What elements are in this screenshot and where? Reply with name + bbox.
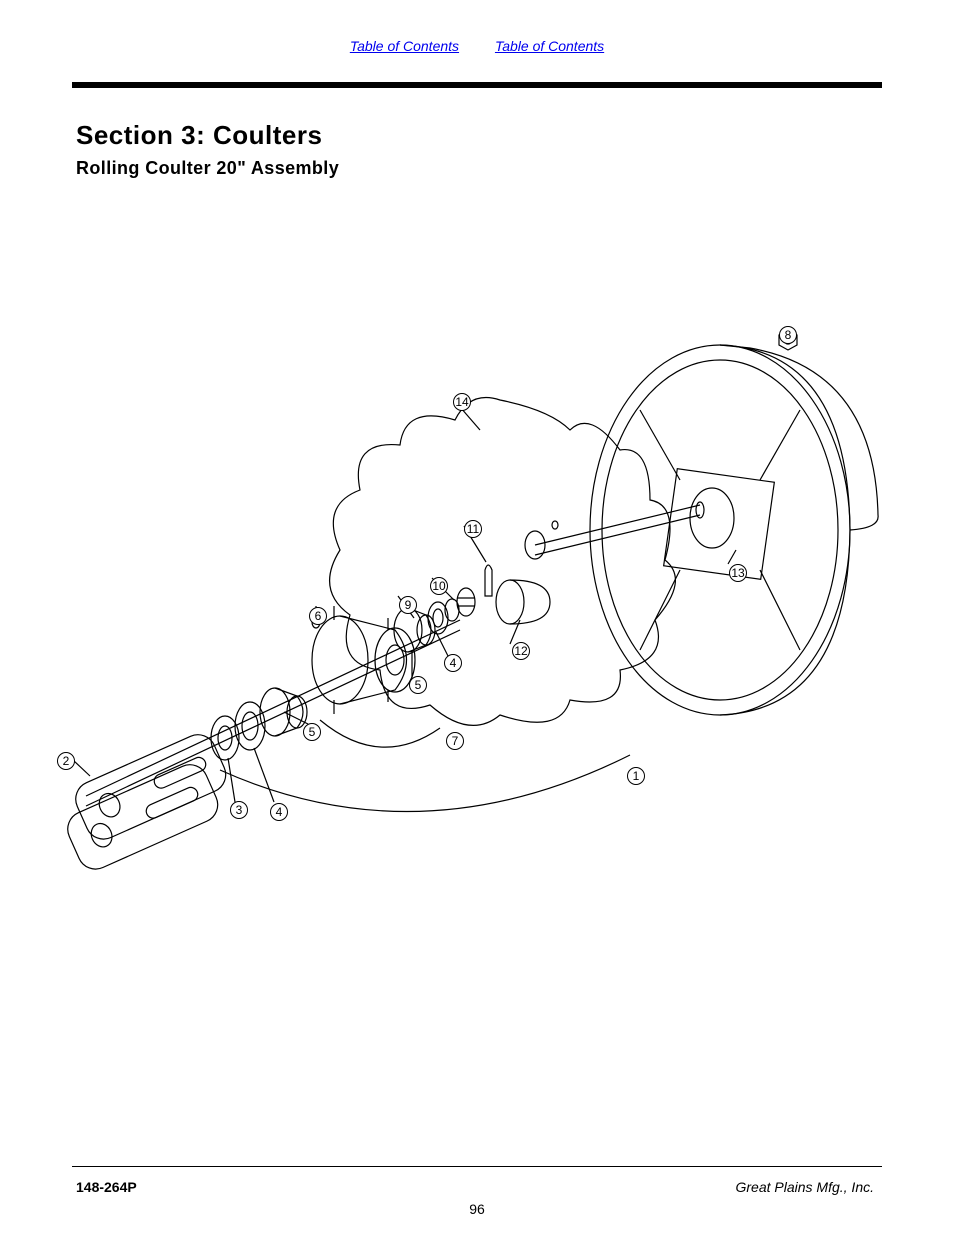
page-number: 96	[0, 1201, 954, 1217]
callout-4: 4	[444, 654, 462, 672]
callout-11: 11	[464, 520, 482, 538]
header-rule	[72, 82, 882, 88]
section-subtitle: Rolling Coulter 20" Assembly	[76, 158, 339, 179]
callout-7: 7	[446, 732, 464, 750]
callout-4: 4	[270, 803, 288, 821]
toc-link-left[interactable]: Table of Contents	[350, 38, 459, 54]
callout-8: 8	[779, 326, 797, 344]
callout-2: 2	[57, 752, 75, 770]
callout-10: 10	[430, 577, 448, 595]
callout-5: 5	[409, 676, 427, 694]
callout-3: 3	[230, 801, 248, 819]
callout-13: 13	[729, 564, 747, 582]
callout-9: 9	[399, 596, 417, 614]
callout-12: 12	[512, 642, 530, 660]
exploded-diagram	[40, 300, 910, 950]
callout-1: 1	[627, 767, 645, 785]
callout-14: 14	[453, 393, 471, 411]
callout-5: 5	[303, 723, 321, 741]
footer-company: Great Plains Mfg., Inc.	[736, 1179, 875, 1195]
top-nav-links: Table of Contents Table of Contents	[0, 38, 954, 54]
toc-link-right[interactable]: Table of Contents	[495, 38, 604, 54]
section-title: Section 3: Coulters	[76, 120, 322, 151]
footer-part-number: 148-264P	[76, 1179, 137, 1195]
footer-rule	[72, 1166, 882, 1167]
callout-6: 6	[309, 607, 327, 625]
